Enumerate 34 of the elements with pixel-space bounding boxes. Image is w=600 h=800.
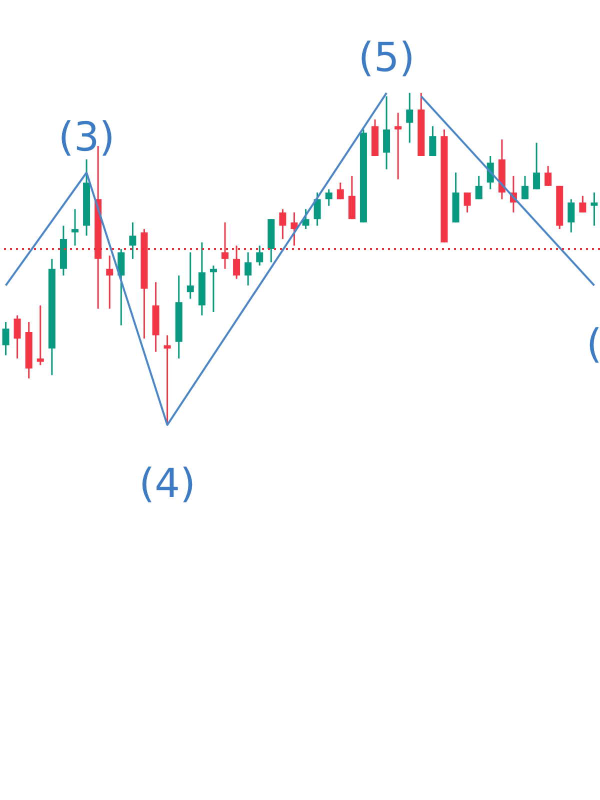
candlestick [290,212,298,246]
candlestick [429,125,436,157]
candlestick [118,248,125,326]
candlestick [210,264,217,313]
candlestick [383,96,390,170]
candlestick [544,165,552,187]
text: (4) [138,460,196,507]
text: (5) [358,34,415,81]
annotation: (3) [58,114,115,161]
candlestick [336,182,344,200]
candlestick [314,192,321,226]
candlestick [2,321,10,356]
candlestick [14,314,21,360]
candlestick [302,208,310,230]
candlestick [244,252,252,286]
candlestick [533,142,540,190]
candlestick [579,195,586,214]
candlestick [72,208,78,246]
candlestick [348,175,356,220]
candlestick [394,112,402,180]
candlestick [475,175,482,200]
candlestick [568,198,575,234]
candlestick [186,252,194,300]
candlestick [129,222,136,260]
candlestick [522,175,528,200]
candlestick [36,304,44,366]
annotation: ( [586,321,600,368]
candlestick [464,192,471,214]
candlestick [406,92,414,144]
candlestick [590,192,598,226]
candlestick [279,208,286,240]
candlestick [256,244,264,266]
candlestick [106,254,114,310]
candlestick [325,188,332,207]
